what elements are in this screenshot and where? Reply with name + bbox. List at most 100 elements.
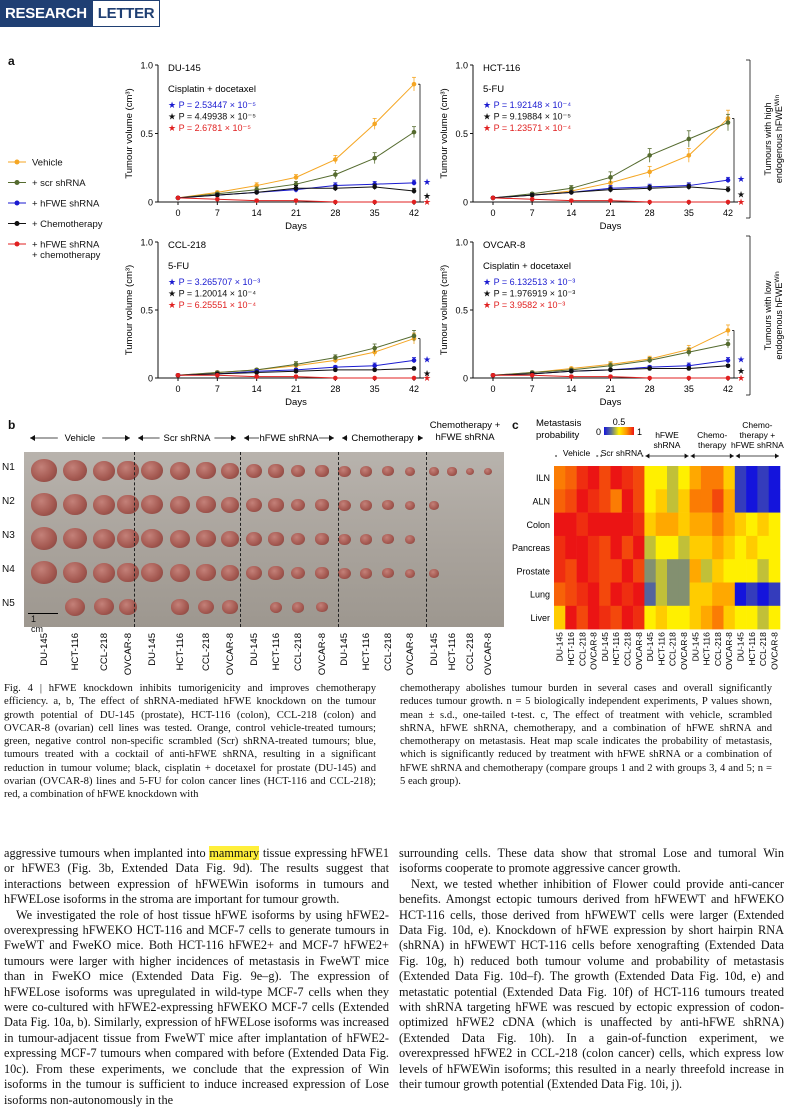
tumour-specimen (290, 498, 306, 512)
heatmap-cell (723, 535, 736, 560)
arrow-head (244, 435, 249, 441)
arrow-head (329, 435, 334, 441)
heatmap-cell (667, 559, 679, 583)
column-label: DU-145 (735, 632, 745, 662)
legend-marker (14, 241, 20, 247)
heatmap-cell (768, 605, 781, 630)
row-label: Prostate (516, 566, 550, 576)
tumour-specimen (196, 564, 216, 582)
data-point (686, 136, 692, 142)
column-label: OVCAR-8 (589, 632, 599, 670)
x-tick-label: 14 (566, 208, 576, 218)
tumour-specimen (429, 467, 439, 476)
heatmap-cell (554, 512, 566, 537)
data-point (569, 190, 574, 195)
tumour-specimen (222, 600, 238, 614)
x-tick-label: 21 (291, 384, 301, 394)
label-bg (687, 428, 738, 452)
data-point (725, 177, 731, 183)
tumour-specimen (197, 599, 215, 615)
group-label: hFWE shRNA (731, 440, 784, 450)
data-point (372, 375, 377, 381)
heatmap-cell (621, 489, 634, 513)
tumour-specimen (64, 597, 86, 616)
heatmap-cell (667, 512, 679, 537)
heatmap-cell (678, 605, 690, 630)
column-label: DU-145 (555, 632, 565, 662)
y-tick-label: 1.0 (140, 238, 153, 248)
heatmap-cell (667, 605, 679, 630)
data-point (411, 129, 417, 135)
column-label: HCT-116 (361, 633, 372, 670)
heatmap-cell (700, 559, 713, 583)
data-point (333, 367, 338, 373)
chart-ccl-218: 0 0.5 1.0 0 7 14 21 28 35 42 Days Tumour volume (cm… (124, 238, 431, 409)
chart-title: OVCAR-8 (483, 240, 525, 251)
panel-b-letter: b (8, 418, 16, 432)
column-label: CCL-218 (201, 633, 212, 671)
tumour-specimen (220, 496, 239, 513)
data-point (725, 358, 731, 363)
heatmap-cell (678, 489, 690, 513)
x-axis-label: Days (285, 221, 307, 232)
x-tick-label: 21 (605, 384, 615, 394)
column-label: OVCAR-8 (679, 632, 689, 670)
y-tick-label: 0 (463, 198, 468, 208)
tumour-specimen (117, 529, 139, 549)
heatmap-cell (734, 489, 747, 513)
heatmap-cell (599, 559, 611, 583)
data-point (333, 355, 338, 360)
x-tick-label: 7 (215, 208, 220, 218)
body-left-pre: aggressive tumours when implanted into (4, 846, 210, 860)
data-point (293, 362, 299, 367)
column-label: OVCAR-8 (123, 633, 134, 675)
sig-star: ★ (737, 373, 745, 383)
tumour-specimen (483, 467, 493, 476)
heatmap-cell (757, 559, 769, 583)
heatmap-cell (576, 582, 589, 607)
sig-star: ★ (423, 191, 431, 201)
heatmap-cell (723, 559, 736, 583)
heatmap-cell (700, 466, 713, 490)
heatmap-cell (768, 559, 781, 583)
heatmap-cell (565, 466, 577, 490)
heatmap-cell (621, 535, 634, 560)
tumour-specimen (337, 533, 351, 545)
heatmap-cell (599, 512, 611, 537)
label-bg (347, 430, 418, 444)
body-right: surrounding cells. These data show that … (399, 846, 784, 1093)
heatmap-cell (746, 582, 758, 607)
row-label: ALN (532, 496, 550, 506)
tumour-specimen (268, 498, 284, 512)
heatmap-cell (621, 466, 634, 490)
heatmap-cell (610, 582, 623, 607)
heatmap-cell (734, 512, 747, 537)
tumour-specimen (337, 499, 351, 511)
heatmap-cell (655, 605, 668, 630)
label-bg (642, 428, 692, 452)
tumour-specimen (382, 466, 394, 477)
column-label: HCT-116 (70, 633, 81, 670)
column-label: OVCAR-8 (634, 632, 644, 670)
data-point (254, 370, 259, 375)
heatmap-cell (655, 512, 668, 537)
x-tick-label: 0 (490, 384, 495, 394)
chart-title: CCL-218 (168, 240, 206, 251)
p-value: ★ P = 1.976919 × 10⁻³ (483, 289, 575, 299)
data-point (293, 175, 299, 180)
x-tick-label: 14 (252, 384, 262, 394)
column-label: OVCAR-8 (724, 632, 734, 670)
heatmap-cell (565, 512, 577, 537)
heatmap-cell (678, 512, 690, 537)
tumour-specimen (31, 561, 57, 584)
y-axis-label: Tumour volume (cm³) (439, 88, 450, 178)
x-tick-label: 28 (330, 208, 340, 218)
tumour-specimen (196, 530, 216, 548)
column-label: OVCAR-8 (317, 633, 328, 675)
heatmap-cell (621, 559, 634, 583)
x-axis-label: Days (600, 397, 622, 408)
heatmap-cell (757, 466, 769, 490)
heatmap-cell (746, 535, 758, 560)
data-point (254, 198, 259, 203)
data-point (647, 375, 652, 381)
